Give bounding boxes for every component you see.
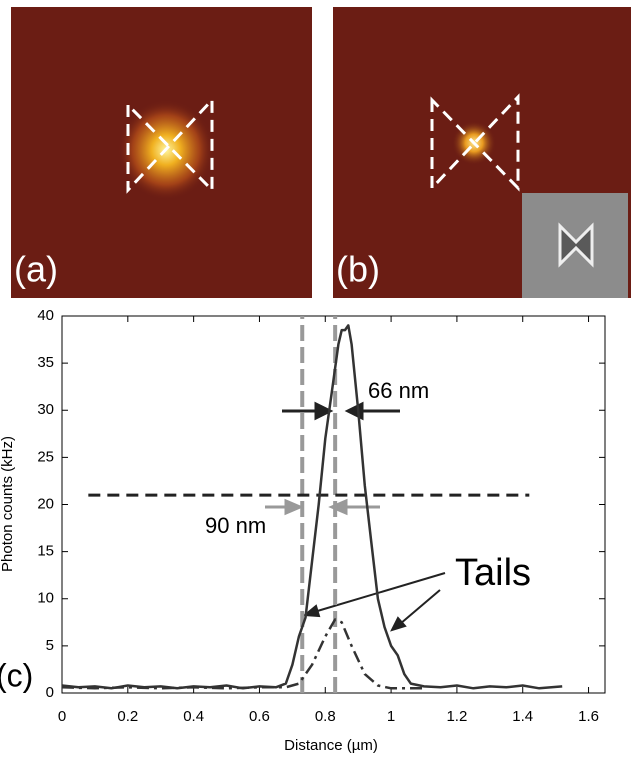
data-line bbox=[61, 618, 424, 690]
y-tick-label: 40 bbox=[37, 307, 54, 324]
panel-label: (a) bbox=[14, 249, 58, 290]
bowtie-outline bbox=[430, 93, 520, 192]
y-tick-label: 35 bbox=[37, 354, 54, 371]
panel-b: (b) bbox=[333, 7, 631, 298]
x-tick-label: 0.2 bbox=[117, 708, 138, 725]
x-tick-label: 0.4 bbox=[183, 708, 204, 725]
y-tick-label: 25 bbox=[37, 448, 54, 465]
y-tick-label: 10 bbox=[37, 590, 54, 607]
y-tick-label: 0 bbox=[46, 684, 54, 701]
x-tick-label: 1.2 bbox=[446, 708, 467, 725]
arrows-66nm bbox=[282, 401, 400, 421]
panel-a: (a) bbox=[11, 7, 312, 298]
panel-label: (c) bbox=[0, 657, 33, 693]
sem-bowtie bbox=[558, 222, 594, 268]
annotation: Tails bbox=[455, 552, 531, 594]
arrows-90nm bbox=[265, 498, 380, 516]
x-tick-label: 0 bbox=[58, 708, 66, 725]
annotation: 90 nm bbox=[205, 513, 266, 538]
x-tick-label: 1 bbox=[387, 708, 395, 725]
arrows-tails bbox=[302, 572, 446, 632]
x-axis-label: Distance (µm) bbox=[284, 737, 378, 754]
y-axis-label: Photon counts (kHz) bbox=[0, 436, 16, 572]
annotation: 66 nm bbox=[368, 378, 429, 403]
data-line bbox=[61, 324, 563, 690]
x-tick-label: 1.6 bbox=[578, 708, 599, 725]
panel-label: (b) bbox=[336, 249, 380, 290]
y-tick-label: 30 bbox=[37, 401, 54, 418]
x-tick-label: 1.4 bbox=[512, 708, 533, 725]
x-tick-label: 0.8 bbox=[315, 708, 336, 725]
x-tick-label: 0.6 bbox=[249, 708, 270, 725]
y-tick-label: 15 bbox=[37, 543, 54, 560]
chart: Distance (µm) Photon counts (kHz) (c) 66… bbox=[0, 307, 606, 754]
y-tick-label: 20 bbox=[37, 495, 54, 512]
y-tick-label: 5 bbox=[46, 637, 54, 654]
